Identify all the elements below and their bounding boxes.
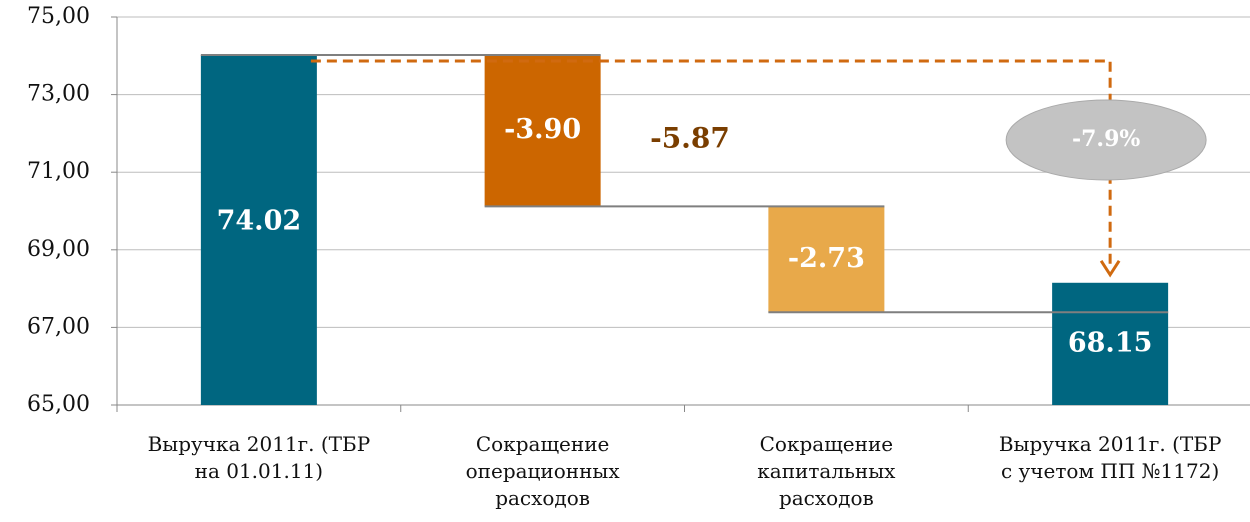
label-line: Сокращение [760, 432, 894, 456]
x-tick-label: Выручка 2011г. (ТБР с учетом ПП №1172) [999, 432, 1222, 483]
y-tick-label: 65,00 [27, 392, 90, 417]
bar [768, 206, 885, 313]
annotation: -7.9% [1072, 126, 1140, 152]
label-line: Выручка 2011г. (ТБР [999, 432, 1222, 456]
label-line: Сокращение [476, 432, 610, 456]
y-tick-label: 73,00 [27, 82, 90, 107]
y-tick-label: 71,00 [27, 159, 90, 184]
dashed-arrow [310, 59, 1112, 269]
data-label: -3.90 [504, 114, 581, 145]
label-line: капитальных [757, 459, 896, 483]
x-tick-label: Выручка 2011г. (ТБР на 01.01.11) [148, 432, 371, 483]
label-line: на 01.01.11) [195, 459, 323, 483]
y-tick-label: 69,00 [27, 237, 90, 262]
bar [1052, 282, 1169, 405]
bar [484, 55, 601, 207]
x-tick-label: Сокращение капитальных расходов [757, 432, 896, 510]
bar [200, 55, 317, 406]
percent-bubble [1005, 99, 1207, 181]
data-label: 68.15 [1068, 327, 1153, 358]
label-line: Выручка 2011г. (ТБР [148, 432, 371, 456]
y-tick-label: 75,00 [27, 4, 90, 29]
label-line: операционных [466, 459, 621, 483]
arrow-head [1099, 259, 1121, 278]
label-line: расходов [495, 486, 590, 510]
x-tick-label: Сокращение операционных расходов [466, 432, 621, 510]
label-line: расходов [779, 486, 874, 510]
y-tick-label: 67,00 [27, 314, 90, 339]
annotation: -5.87 [650, 122, 730, 155]
data-label: 74.02 [217, 206, 302, 237]
label-line: с учетом ПП №1172) [1001, 459, 1219, 483]
data-label: -2.73 [788, 243, 865, 274]
